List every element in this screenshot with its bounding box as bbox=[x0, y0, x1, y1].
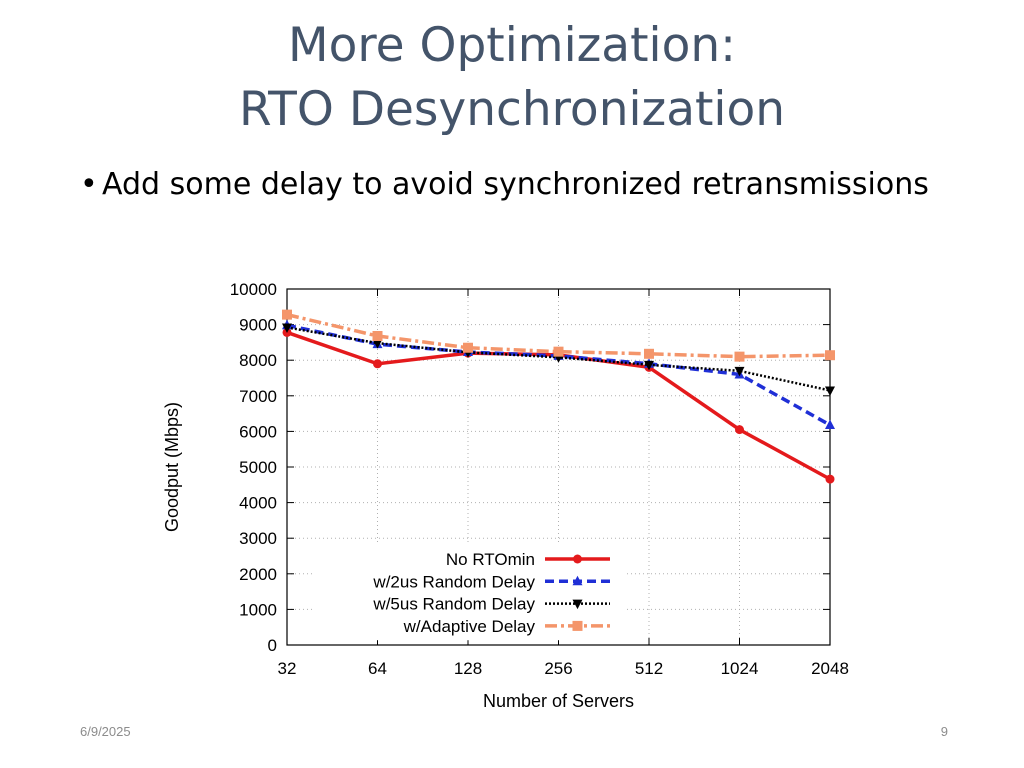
data-point-series-4 bbox=[825, 350, 835, 361]
data-point-series-3 bbox=[734, 366, 745, 377]
slide-title-line-2: RTO Desynchronization bbox=[238, 82, 786, 137]
data-point-series-4 bbox=[553, 346, 564, 357]
legend-label-3: w/5us Random Delay bbox=[372, 595, 535, 614]
y-tick-label: 1000 bbox=[239, 600, 277, 619]
data-point-series-3 bbox=[825, 386, 835, 396]
x-tick-label: 1024 bbox=[721, 659, 759, 678]
data-point-series-4 bbox=[282, 309, 292, 320]
x-tick-label: 2048 bbox=[811, 659, 849, 678]
x-tick-label: 256 bbox=[544, 659, 572, 678]
y-tick-label: 9000 bbox=[239, 316, 277, 335]
x-tick-label: 64 bbox=[368, 659, 387, 678]
data-point-series-1 bbox=[373, 359, 382, 369]
legend-marker-1 bbox=[573, 554, 582, 564]
y-tick-label: 0 bbox=[268, 636, 277, 655]
data-point-series-4 bbox=[372, 330, 383, 341]
bullet-point: • Add some delay to avoid synchronized re… bbox=[80, 160, 1010, 210]
y-tick-label: 4000 bbox=[239, 494, 277, 513]
legend-label-4: w/Adaptive Delay bbox=[403, 617, 536, 636]
x-axis-label: Number of Servers bbox=[483, 691, 634, 711]
y-tick-label: 10000 bbox=[230, 280, 277, 299]
data-point-series-1 bbox=[735, 425, 744, 435]
data-point-series-1 bbox=[825, 474, 835, 484]
slide-title-line-1: More Optimization: bbox=[288, 18, 736, 73]
legend-marker-3 bbox=[572, 599, 583, 610]
data-point-series-4 bbox=[463, 342, 473, 353]
series-line-2 bbox=[286, 323, 831, 427]
legend-marker-4 bbox=[572, 620, 583, 631]
goodput-chart: 0 1000 2000 3000 4000 5000 6000 7000 8000 9000 100… bbox=[150, 272, 860, 717]
data-point-series-3 bbox=[644, 360, 654, 371]
legend-label-1: No RTOmin bbox=[446, 550, 535, 569]
data-point-series-3 bbox=[282, 323, 292, 333]
x-tick-label: 512 bbox=[635, 659, 663, 678]
y-tick-label: 2000 bbox=[239, 565, 277, 584]
x-tick-label: 32 bbox=[278, 659, 297, 678]
chart-svg: 0 1000 2000 3000 4000 5000 6000 7000 8000 9000 100… bbox=[162, 280, 849, 711]
y-axis-label: Goodput (Mbps) bbox=[162, 402, 182, 532]
legend-marker-2 bbox=[572, 575, 583, 586]
data-point-series-3 bbox=[372, 339, 383, 349]
x-tick-label: 128 bbox=[454, 659, 482, 678]
footer-date: 6/9/2025 bbox=[80, 724, 131, 739]
page-number: 9 bbox=[940, 724, 948, 739]
y-tick-label: 8000 bbox=[239, 351, 277, 370]
y-tick-label: 7000 bbox=[239, 387, 277, 406]
legend-label-2: w/2us Random Delay bbox=[372, 572, 535, 591]
data-point-series-4 bbox=[644, 348, 654, 359]
bullet-dot-icon: • bbox=[80, 167, 98, 202]
y-tick-label: 3000 bbox=[239, 529, 277, 548]
slide-title: More Optimization: RTO Desynchronization bbox=[0, 14, 1024, 142]
bullet-text: Add some delay to avoid synchronized ret… bbox=[102, 167, 929, 202]
data-point-series-2 bbox=[825, 419, 835, 429]
y-tick-label: 5000 bbox=[239, 458, 277, 477]
y-tick-label: 6000 bbox=[239, 422, 277, 441]
data-point-series-4 bbox=[734, 351, 745, 362]
